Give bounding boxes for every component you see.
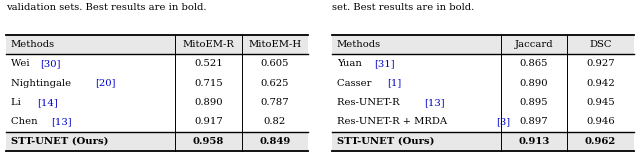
Text: 0.945: 0.945	[586, 98, 615, 107]
Text: MitoEM-R: MitoEM-R	[182, 40, 234, 49]
Text: DSC: DSC	[589, 40, 612, 49]
Text: STT-UNET (Ours): STT-UNET (Ours)	[337, 137, 434, 146]
Text: 0.917: 0.917	[194, 117, 223, 126]
Text: Yuan: Yuan	[337, 59, 365, 68]
Bar	[332, 35, 634, 54]
Text: 0.521: 0.521	[194, 59, 223, 68]
Text: Chen: Chen	[11, 117, 41, 126]
Text: Methods: Methods	[11, 40, 55, 49]
Text: validation sets. Best results are in bold.: validation sets. Best results are in bol…	[6, 3, 207, 12]
Text: set. Best results are in bold.: set. Best results are in bold.	[332, 3, 474, 12]
Text: 0.787: 0.787	[260, 98, 289, 107]
Text: 0.625: 0.625	[260, 79, 289, 88]
Text: Li: Li	[11, 98, 30, 107]
Text: 0.927: 0.927	[586, 59, 615, 68]
Text: STT-UNET (Ours): STT-UNET (Ours)	[11, 137, 108, 146]
Text: [13]: [13]	[51, 117, 71, 126]
Text: 0.895: 0.895	[520, 98, 548, 107]
Text: [31]: [31]	[374, 59, 395, 68]
Text: Casser: Casser	[337, 79, 374, 88]
Text: Nightingale: Nightingale	[11, 79, 74, 88]
Bar	[332, 132, 634, 151]
Text: Res-UNET-R: Res-UNET-R	[337, 98, 403, 107]
Text: [20]: [20]	[95, 79, 116, 88]
Text: 0.942: 0.942	[586, 79, 615, 88]
Text: [14]: [14]	[36, 98, 58, 107]
Text: Wei: Wei	[11, 59, 33, 68]
Text: Methods: Methods	[337, 40, 381, 49]
Text: [3]: [3]	[497, 117, 511, 126]
Text: Jaccard: Jaccard	[515, 40, 554, 49]
Text: 0.890: 0.890	[194, 98, 223, 107]
Text: 0.958: 0.958	[193, 137, 224, 146]
Text: 0.962: 0.962	[585, 137, 616, 146]
Text: 0.890: 0.890	[520, 79, 548, 88]
Text: 0.82: 0.82	[264, 117, 286, 126]
Text: 0.849: 0.849	[259, 137, 291, 146]
Text: 0.946: 0.946	[586, 117, 615, 126]
Text: 0.865: 0.865	[520, 59, 548, 68]
Bar	[6, 132, 308, 151]
Text: 0.897: 0.897	[520, 117, 548, 126]
Text: 0.913: 0.913	[518, 137, 550, 146]
Text: MitoEM-H: MitoEM-H	[248, 40, 301, 49]
Text: [13]: [13]	[424, 98, 445, 107]
Text: [1]: [1]	[387, 79, 401, 88]
Text: 0.715: 0.715	[194, 79, 223, 88]
Bar	[6, 35, 308, 54]
Text: 0.605: 0.605	[260, 59, 289, 68]
Text: [30]: [30]	[40, 59, 61, 68]
Text: Res-UNET-R + MRDA: Res-UNET-R + MRDA	[337, 117, 456, 126]
